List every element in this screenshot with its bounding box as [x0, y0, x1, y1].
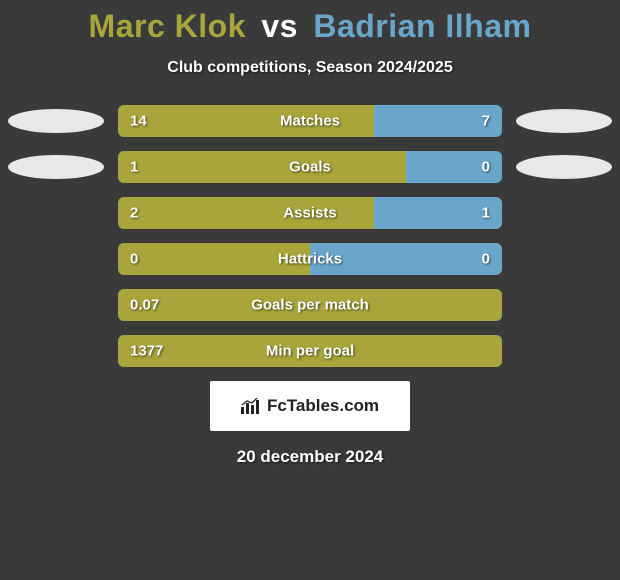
player1-flag-oval — [8, 247, 104, 271]
stat-bar: 0 Hattricks 0 — [118, 243, 502, 275]
stat-bar: 1 Goals 0 — [118, 151, 502, 183]
player2-flag-oval — [516, 201, 612, 225]
player2-name: Badrian Ilham — [313, 8, 531, 44]
branding-badge: FcTables.com — [210, 381, 410, 431]
stat-bar: 1377 Min per goal — [118, 335, 502, 367]
stat-value-right: 1 — [482, 205, 490, 222]
stat-value-left: 1 — [130, 159, 138, 176]
player1-name: Marc Klok — [89, 8, 246, 44]
chart-icon — [241, 398, 261, 414]
stat-rows: 14 Matches 7 1 Goals 0 2 Assists 1 0 Hattricks 0 0.0… — [0, 105, 620, 367]
stat-bar: 2 Assists 1 — [118, 197, 502, 229]
subtitle: Club competitions, Season 2024/2025 — [0, 59, 620, 77]
stat-bar-left — [118, 151, 406, 183]
player1-flag-oval — [8, 155, 104, 179]
player1-flag-oval — [8, 201, 104, 225]
stat-row: 0.07 Goals per match — [8, 289, 612, 321]
stat-row: 0 Hattricks 0 — [8, 243, 612, 275]
stat-label: Goals — [289, 159, 331, 176]
stat-label: Hattricks — [278, 251, 342, 268]
player2-flag-oval — [516, 247, 612, 271]
stat-value-left: 1377 — [130, 343, 163, 360]
stat-value-right: 0 — [482, 159, 490, 176]
stat-row: 14 Matches 7 — [8, 105, 612, 137]
vs-text: vs — [261, 8, 298, 44]
stat-bar: 14 Matches 7 — [118, 105, 502, 137]
stat-value-left: 14 — [130, 113, 147, 130]
player2-flag-oval — [516, 339, 612, 363]
player2-flag-oval — [516, 109, 612, 133]
stat-value-left: 0.07 — [130, 297, 159, 314]
stat-value-right: 0 — [482, 251, 490, 268]
stat-label: Assists — [283, 205, 336, 222]
stat-value-left: 0 — [130, 251, 138, 268]
stat-row: 2 Assists 1 — [8, 197, 612, 229]
stat-value-left: 2 — [130, 205, 138, 222]
stat-bar: 0.07 Goals per match — [118, 289, 502, 321]
date-text: 20 december 2024 — [0, 447, 620, 467]
player1-flag-oval — [8, 339, 104, 363]
player2-flag-oval — [516, 155, 612, 179]
player1-flag-oval — [8, 293, 104, 317]
stat-value-right: 7 — [482, 113, 490, 130]
page-title: Marc Klok vs Badrian Ilham — [0, 8, 620, 45]
stat-label: Goals per match — [251, 297, 369, 314]
stat-row: 1377 Min per goal — [8, 335, 612, 367]
branding-text: FcTables.com — [267, 396, 379, 416]
stat-label: Min per goal — [266, 343, 354, 360]
stat-row: 1 Goals 0 — [8, 151, 612, 183]
player1-flag-oval — [8, 109, 104, 133]
stat-label: Matches — [280, 113, 340, 130]
comparison-card: Marc Klok vs Badrian Ilham Club competit… — [0, 0, 620, 467]
player2-flag-oval — [516, 293, 612, 317]
